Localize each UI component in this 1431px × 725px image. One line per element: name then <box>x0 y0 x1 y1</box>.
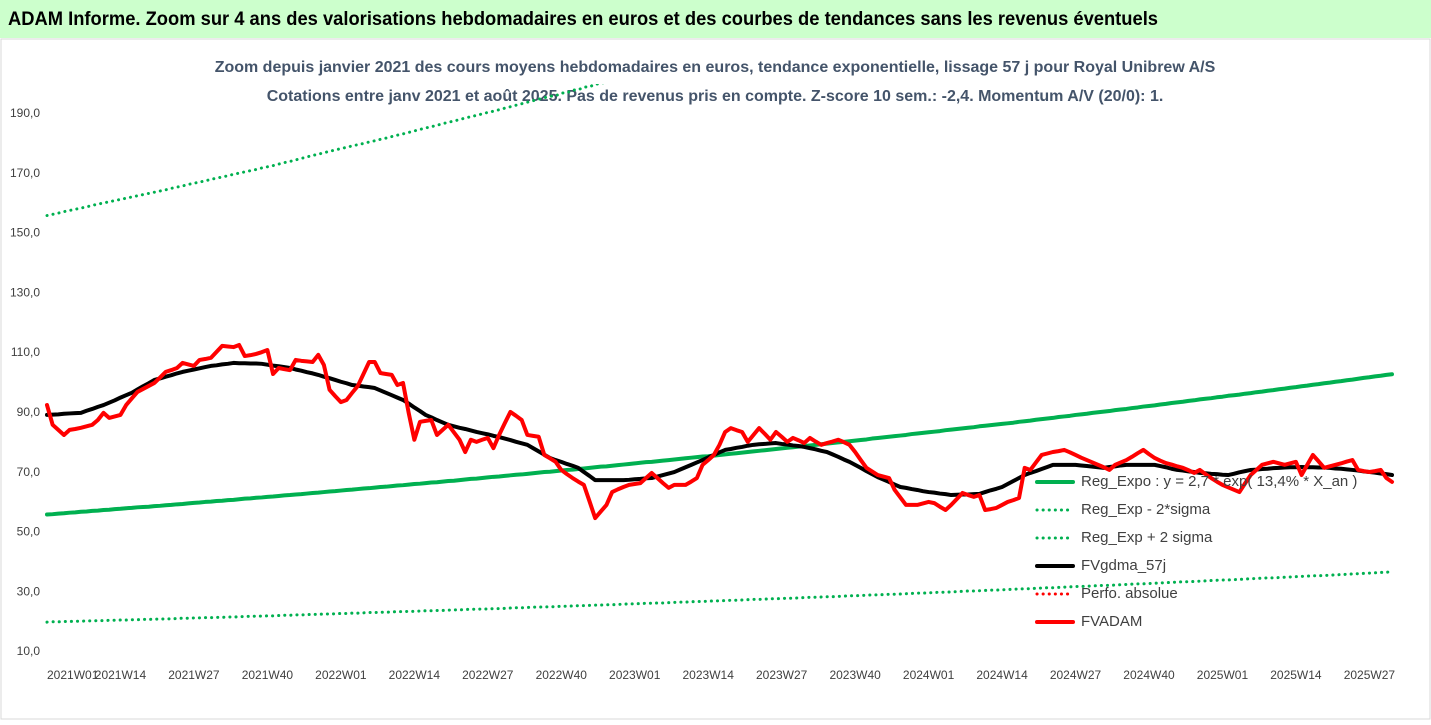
x-tick-label: 2023W40 <box>829 668 881 682</box>
series-line <box>45 342 1394 521</box>
x-tick-label: 2024W14 <box>976 668 1028 682</box>
y-tick-label: 150,0 <box>10 226 40 240</box>
y-tick-label: 110,0 <box>11 345 40 359</box>
series-line <box>45 372 1394 517</box>
header-band <box>0 0 1431 38</box>
plot-area <box>45 84 1394 624</box>
y-tick-label: 50,0 <box>17 525 41 539</box>
y-tick-label: 170,0 <box>10 166 40 180</box>
x-tick-label: 2021W40 <box>242 668 294 682</box>
chart-title: Zoom depuis janvier 2021 des cours moyen… <box>215 59 1216 76</box>
x-tick-label: 2023W14 <box>683 668 735 682</box>
x-tick-label: 2024W27 <box>1050 668 1102 682</box>
x-tick-label: 2021W01 <box>47 668 99 682</box>
y-tick-label: 130,0 <box>10 285 40 299</box>
x-tick-label: 2022W27 <box>462 668 514 682</box>
x-tick-label: 2025W27 <box>1344 668 1396 682</box>
legend-label: Reg_Expo : y = 2,7 * exp( 13,4% * X_an ) <box>1081 473 1357 490</box>
series-line <box>45 570 1394 624</box>
page-title: ADAM Informe. Zoom sur 4 ans des valoris… <box>8 9 1158 30</box>
x-tick-label: 2023W01 <box>609 668 661 682</box>
legend-label: FVgdma_57j <box>1081 557 1166 574</box>
x-tick-label: 2023W27 <box>756 668 808 682</box>
chart-subtitle: Cotations entre janv 2021 et août 2025. … <box>267 88 1164 105</box>
x-tick-label: 2021W27 <box>168 668 220 682</box>
legend-label: Reg_Exp - 2*sigma <box>1081 501 1211 518</box>
x-tick-label: 2022W40 <box>536 668 588 682</box>
chart-frame <box>0 38 1431 720</box>
x-tick-label: 2025W14 <box>1270 668 1322 682</box>
y-tick-label: 30,0 <box>17 584 41 598</box>
y-tick-label: 190,0 <box>10 106 40 120</box>
x-tick-label: 2022W01 <box>315 668 367 682</box>
y-tick-label: 10,0 <box>17 644 41 658</box>
x-tick-label: 2024W40 <box>1123 668 1175 682</box>
legend-label: Reg_Exp + 2 sigma <box>1081 529 1213 546</box>
x-tick-label: 2024W01 <box>903 668 955 682</box>
x-tick-label: 2025W01 <box>1197 668 1249 682</box>
legend-label: FVADAM <box>1081 613 1142 630</box>
y-tick-label: 90,0 <box>17 405 41 419</box>
x-tick-label: 2022W14 <box>389 668 441 682</box>
x-tick-label: 2021W14 <box>95 668 147 682</box>
y-tick-label: 70,0 <box>17 465 41 479</box>
legend-label: Perfo. absolue <box>1081 585 1178 602</box>
